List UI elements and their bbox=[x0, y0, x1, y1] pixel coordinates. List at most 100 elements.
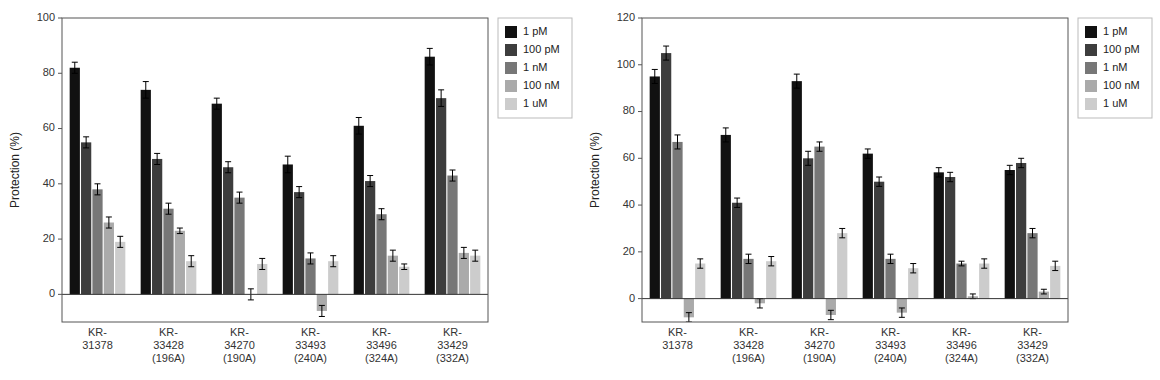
error-cap bbox=[379, 219, 385, 220]
error-line bbox=[771, 257, 772, 266]
bar bbox=[447, 176, 457, 295]
error-bar bbox=[117, 236, 123, 247]
error-cap bbox=[959, 265, 965, 266]
error-bar bbox=[225, 162, 231, 173]
error-cap bbox=[154, 153, 160, 154]
error-cap bbox=[308, 263, 314, 264]
error-cap bbox=[390, 261, 396, 262]
chart-panel: 020406080100Protection (%)KR-31378KR-334… bbox=[8, 11, 572, 364]
error-bar bbox=[697, 259, 703, 268]
error-cap bbox=[379, 208, 385, 209]
bar bbox=[294, 192, 304, 294]
error-cap bbox=[839, 237, 845, 238]
error-cap bbox=[865, 158, 871, 159]
error-cap bbox=[936, 177, 942, 178]
error-cap bbox=[959, 261, 965, 262]
error-cap bbox=[817, 151, 823, 152]
error-line bbox=[737, 198, 738, 207]
bar bbox=[956, 264, 966, 299]
error-line bbox=[654, 69, 655, 83]
error-cap bbox=[936, 167, 942, 168]
error-cap bbox=[1007, 165, 1013, 166]
error-bar bbox=[1030, 228, 1036, 237]
error-cap bbox=[876, 177, 882, 178]
x-tick-label-line: (196A) bbox=[732, 352, 765, 364]
x-tick-label-line: KR- bbox=[443, 326, 462, 338]
error-line bbox=[108, 217, 109, 228]
error-cap bbox=[214, 109, 220, 110]
error-cap bbox=[461, 258, 467, 259]
y-tick bbox=[638, 205, 642, 206]
error-line bbox=[700, 259, 701, 268]
x-tick-label-line: 33428 bbox=[153, 339, 184, 351]
error-line bbox=[145, 82, 146, 99]
bar bbox=[979, 264, 989, 299]
x-tick-label-line: 33496 bbox=[946, 339, 977, 351]
error-line bbox=[262, 258, 263, 269]
x-tick-label-line: 33493 bbox=[295, 339, 326, 351]
y-tick-label: 40 bbox=[623, 198, 635, 210]
error-bar bbox=[663, 46, 669, 60]
error-line bbox=[321, 305, 322, 316]
error-bar bbox=[981, 259, 987, 268]
bar bbox=[305, 258, 315, 294]
error-cap bbox=[947, 181, 953, 182]
bar bbox=[934, 172, 944, 298]
error-cap bbox=[675, 134, 681, 135]
x-tick-label-line: (324A) bbox=[365, 352, 398, 364]
error-cap bbox=[296, 197, 302, 198]
y-tick-label: 20 bbox=[43, 232, 55, 244]
y-axis-label: Protection (%) bbox=[588, 132, 602, 208]
error-bar bbox=[876, 177, 882, 186]
error-bar bbox=[106, 217, 112, 228]
error-bar bbox=[805, 151, 811, 165]
error-bar bbox=[427, 48, 433, 65]
bar bbox=[388, 256, 398, 295]
error-cap bbox=[106, 228, 112, 229]
error-cap bbox=[888, 263, 894, 264]
bar bbox=[141, 90, 151, 295]
error-cap bbox=[259, 258, 265, 259]
error-cap bbox=[675, 148, 681, 149]
error-cap bbox=[237, 203, 243, 204]
error-line bbox=[890, 254, 891, 263]
error-cap bbox=[106, 216, 112, 217]
y-tick bbox=[638, 111, 642, 112]
error-cap bbox=[95, 183, 101, 184]
bar bbox=[885, 259, 895, 299]
y-axis-label: Protection (%) bbox=[8, 132, 22, 208]
error-line bbox=[879, 177, 880, 186]
bar bbox=[803, 158, 813, 298]
error-cap bbox=[697, 268, 703, 269]
error-line bbox=[74, 62, 75, 73]
error-line bbox=[830, 310, 831, 319]
x-tick-label-line: (190A) bbox=[803, 352, 836, 364]
legend-frame bbox=[498, 18, 572, 118]
y-tick-label: 80 bbox=[43, 66, 55, 78]
bar bbox=[70, 68, 80, 295]
x-tick-label-line: (324A) bbox=[945, 352, 978, 364]
legend-swatch bbox=[1085, 26, 1097, 38]
bar bbox=[695, 264, 705, 299]
error-line bbox=[1021, 158, 1022, 167]
error-bar bbox=[285, 156, 291, 173]
x-tick-label-line: KR- bbox=[739, 326, 758, 338]
error-cap bbox=[794, 88, 800, 89]
error-line bbox=[677, 135, 678, 149]
bar bbox=[115, 242, 125, 295]
bar bbox=[837, 233, 847, 298]
error-line bbox=[97, 184, 98, 195]
error-cap bbox=[734, 207, 740, 208]
error-bar bbox=[828, 310, 834, 319]
error-bar bbox=[83, 137, 89, 148]
x-tick-label: KR-33428(196A) bbox=[152, 326, 185, 364]
error-bar bbox=[970, 294, 976, 299]
error-line bbox=[452, 170, 453, 181]
error-cap bbox=[1052, 270, 1058, 271]
error-line bbox=[961, 261, 962, 266]
error-cap bbox=[828, 310, 834, 311]
error-bar bbox=[259, 258, 265, 269]
legend-swatch bbox=[505, 80, 517, 92]
x-tick-label-line: KR- bbox=[88, 326, 107, 338]
y-tick-label: 60 bbox=[623, 151, 635, 163]
